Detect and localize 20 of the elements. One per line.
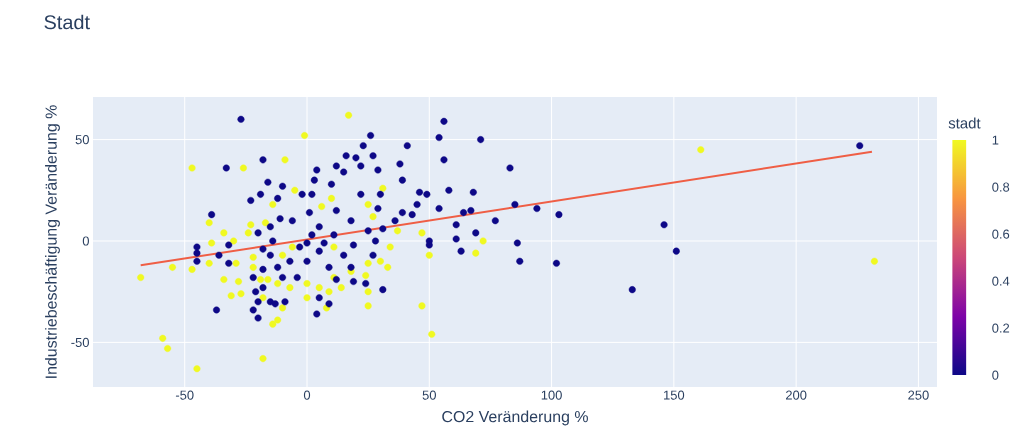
- y-axis-title: Industriebeschäftigung Veränderung %: [45, 105, 60, 378]
- color-bar-label: 0.6: [992, 229, 1010, 239]
- x-axis-title: CO2 Veränderung %: [442, 410, 588, 426]
- y-tick-label: 50: [75, 135, 89, 145]
- y-tick-label: 0: [82, 236, 89, 246]
- color-bar-label: 0.2: [992, 323, 1010, 333]
- x-tick-label: 50: [422, 390, 436, 400]
- color-bar-label: 1: [992, 135, 999, 145]
- x-tick-label: -50: [175, 390, 194, 400]
- x-tick-label: 0: [303, 390, 311, 400]
- x-tick-label: 250: [908, 390, 929, 400]
- color-bar-title: stadt: [948, 117, 981, 129]
- color-bar-label: 0: [992, 370, 999, 380]
- color-bar-label: 0.4: [992, 276, 1010, 286]
- color-bar-label: 0.8: [992, 182, 1010, 192]
- y-tick-label: -50: [71, 337, 89, 347]
- chart-title: Stadt: [44, 14, 90, 30]
- x-tick-label: 200: [785, 390, 807, 400]
- x-tick-label: 100: [541, 390, 562, 400]
- x-tick-label: 150: [664, 390, 685, 400]
